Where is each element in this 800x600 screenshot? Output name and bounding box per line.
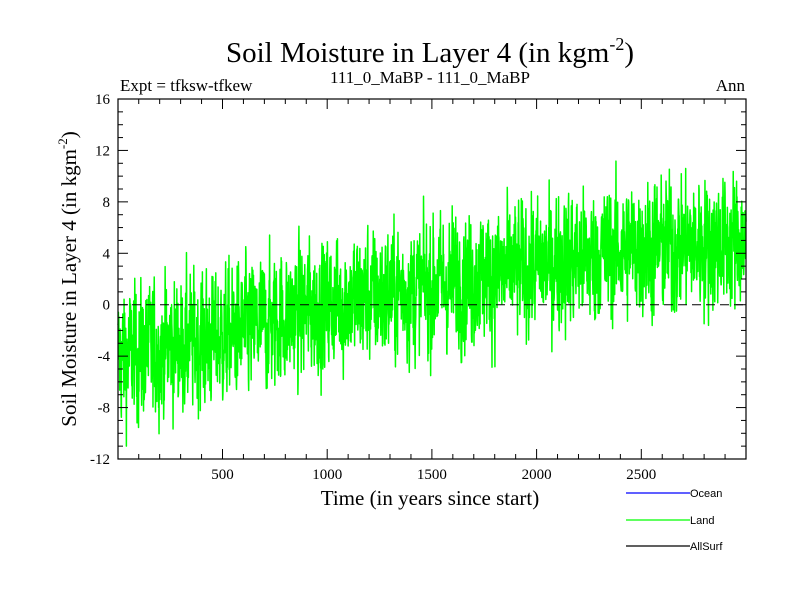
chart-title-main: Soil Moisture in Layer 4 (in kgm [226,37,610,69]
series-line-land [117,160,747,447]
chart-title-superscript: -2 [609,34,624,54]
x-axis: 500 1000 1500 2000 2500 [138,99,726,483]
legend-label-ocean: Ocean [690,488,722,500]
y-tick-label: 12 [95,143,110,159]
y-tick-label: -8 [98,401,111,417]
y-tick-label: 4 [103,246,111,262]
legend-label-land: Land [690,515,714,527]
legend-label-allsurf: AllSurf [690,541,723,553]
y-axis-label-main: Soil Moisture in Layer 4 (in kgm [57,149,81,427]
y-axis-label-superscript: -2 [55,138,70,149]
subtitle-left: Expt = tfksw-tfkew [120,76,253,95]
series-land [117,160,747,447]
y-tick-label: 0 [103,298,111,314]
x-tick-label: 1500 [417,467,447,483]
y-axis-label: Soil Moisture in Layer 4 (in kgm-2) [55,131,81,426]
y-axis: -12 -8 -4 0 4 8 12 16 [90,92,746,468]
x-axis-label: Time (in years since start) [321,486,540,510]
legend: Ocean Land AllSurf [626,488,723,553]
subtitle-right: Ann [716,76,746,95]
x-tick-label: 2000 [522,467,552,483]
legend-item-land: Land [626,515,714,527]
subtitle-center: 111_0_MaBP - 111_0_MaBP [330,68,530,87]
y-tick-label: 16 [95,92,111,108]
y-tick-label: -4 [98,349,111,365]
chart-title: Soil Moisture in Layer 4 (in kgm-2) [226,34,634,69]
x-tick-label: 2500 [626,467,656,483]
legend-item-allsurf: AllSurf [626,541,723,553]
legend-item-ocean: Ocean [626,488,722,500]
chart-title-suffix: ) [624,37,634,69]
x-tick-label: 1000 [312,467,342,483]
y-axis-label-suffix: ) [57,131,81,138]
y-tick-label: 8 [103,195,111,211]
x-tick-label: 500 [211,467,234,483]
plot-area [117,98,747,460]
y-tick-label: -12 [90,452,110,468]
